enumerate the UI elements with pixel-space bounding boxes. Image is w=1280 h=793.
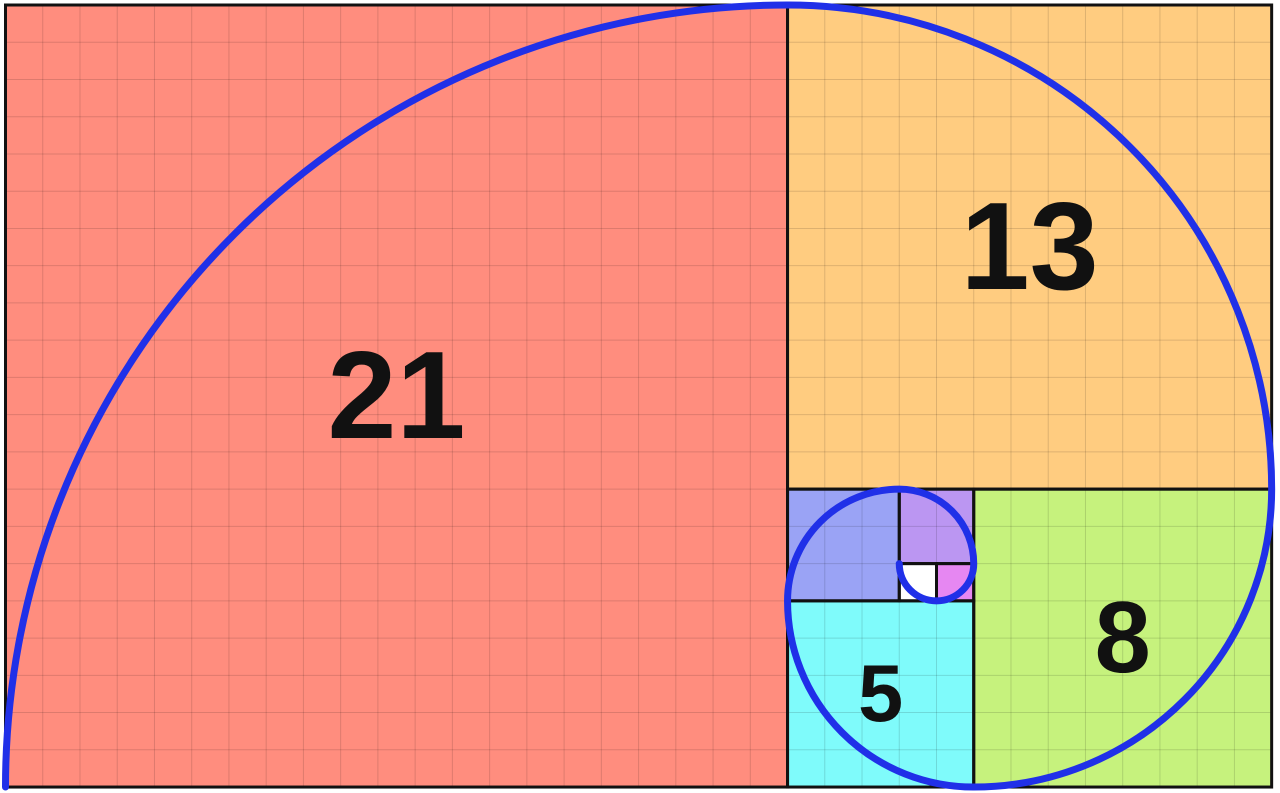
svg-text:8: 8 — [1095, 582, 1151, 694]
svg-text:13: 13 — [961, 178, 1099, 316]
svg-text:5: 5 — [858, 649, 903, 739]
svg-text:21: 21 — [328, 327, 466, 465]
